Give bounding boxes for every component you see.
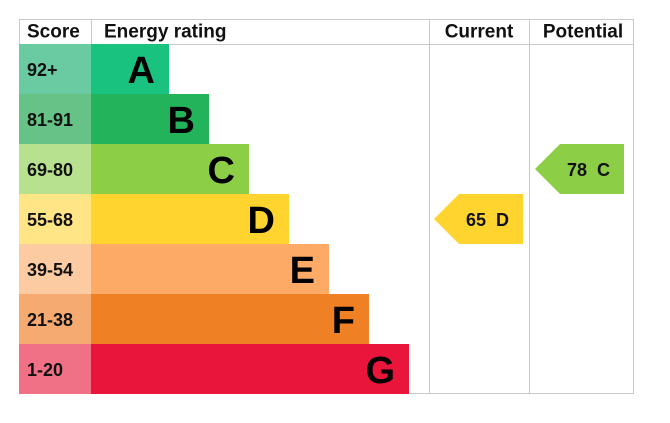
- score-cell: [19, 344, 91, 394]
- rating-bar: [91, 94, 209, 144]
- rating-bar: [91, 194, 289, 244]
- score-cell: [19, 44, 91, 94]
- score-range: 55-68: [27, 210, 73, 230]
- rating-bar: [91, 44, 169, 94]
- current-rating: D: [496, 210, 509, 230]
- score-range: 21-38: [27, 310, 73, 330]
- header-score: Score: [27, 22, 80, 43]
- rating-letter: A: [128, 50, 155, 92]
- score-cell: [19, 94, 91, 144]
- score-cell: [19, 244, 91, 294]
- header-rating: Energy rating: [104, 22, 226, 43]
- rating-letter: D: [248, 200, 275, 242]
- score-range: 81-91: [27, 110, 73, 130]
- current-arrow: [434, 194, 523, 244]
- rating-letter: G: [365, 350, 395, 392]
- score-range: 92+: [27, 60, 58, 80]
- score-range: 69-80: [27, 160, 73, 180]
- potential-rating: C: [597, 160, 610, 180]
- score-cell: [19, 294, 91, 344]
- header-current: Current: [445, 22, 514, 43]
- rating-bar: [91, 344, 409, 394]
- rating-letter: C: [208, 150, 235, 192]
- rating-bar: [91, 244, 329, 294]
- rating-bar: [91, 294, 369, 344]
- rating-bar: [91, 144, 249, 194]
- score-cell: [19, 194, 91, 244]
- header-potential: Potential: [543, 22, 623, 43]
- potential-score: 78: [567, 160, 587, 180]
- current-score: 65: [466, 210, 486, 230]
- score-cell: [19, 144, 91, 194]
- rating-letter: F: [332, 300, 355, 342]
- score-range: 39-54: [27, 260, 73, 280]
- rating-letter: E: [290, 250, 315, 292]
- score-range: 1-20: [27, 360, 63, 380]
- potential-arrow: [535, 144, 624, 194]
- rating-letter: B: [168, 100, 195, 142]
